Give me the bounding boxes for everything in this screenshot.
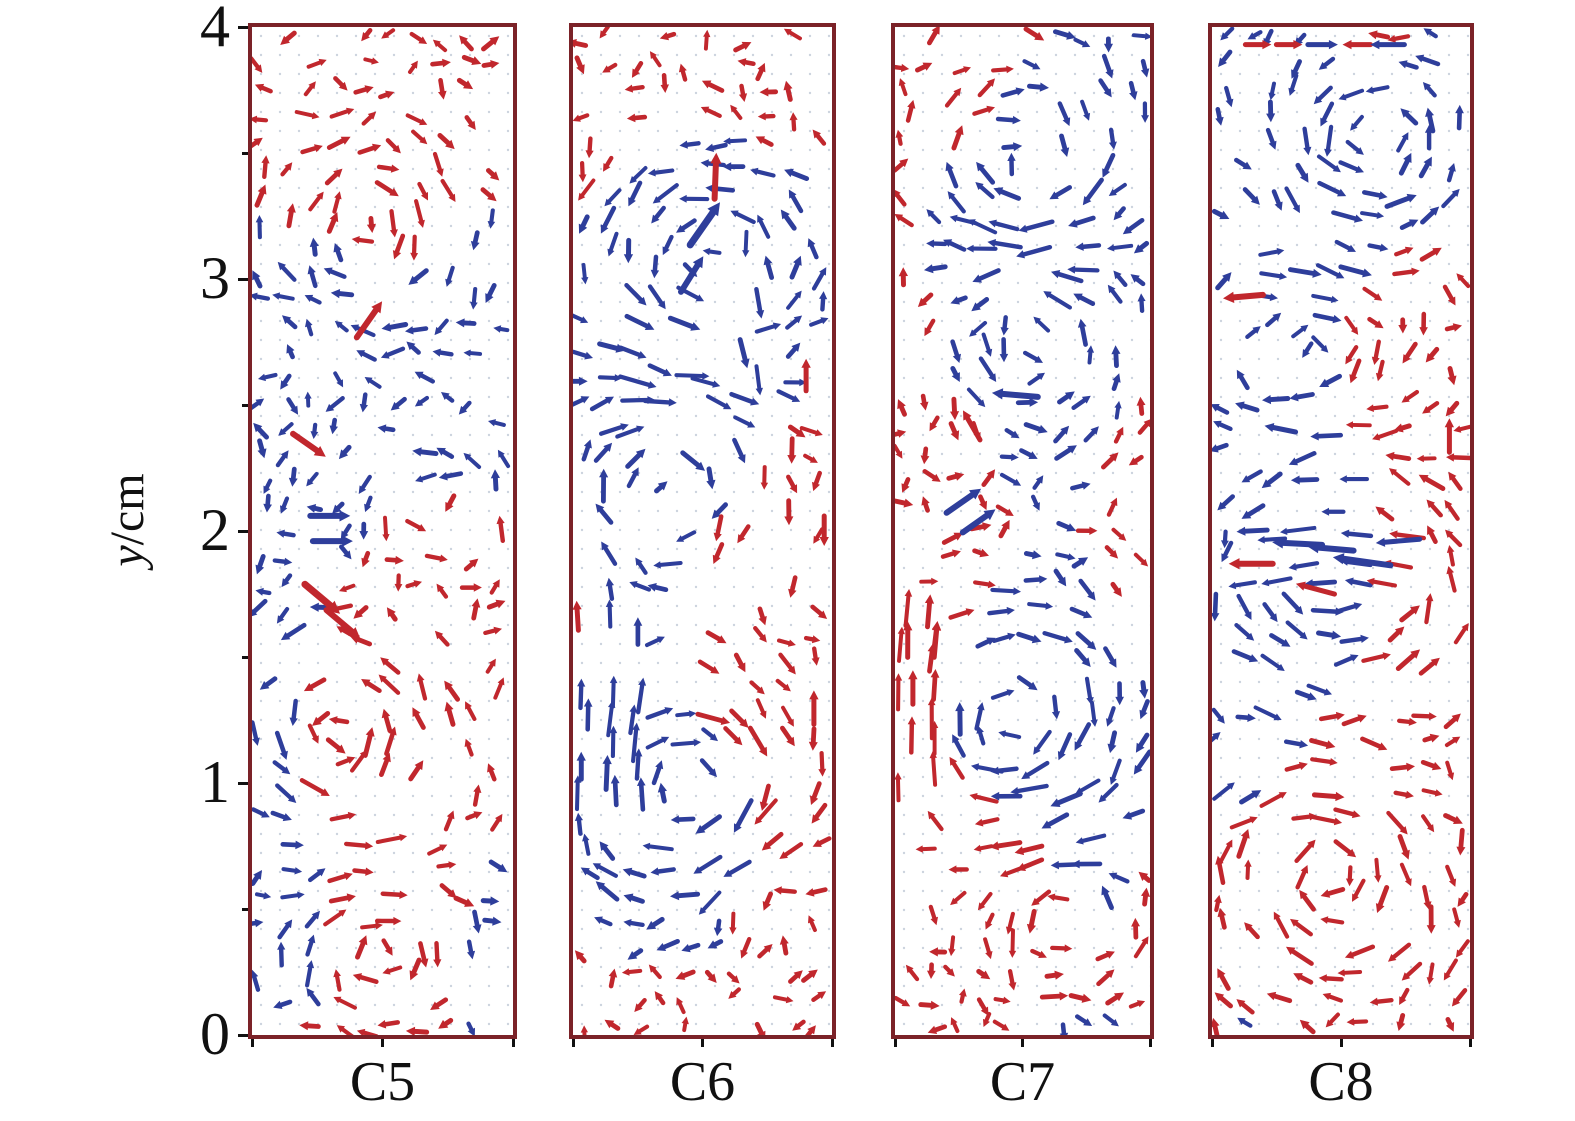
y-axis-major-tick — [238, 277, 248, 281]
x-axis-tick — [1021, 1039, 1024, 1047]
y-tick-label-3: 3 — [200, 245, 230, 311]
x-axis-tick — [381, 1039, 384, 1047]
vector-field-svg-c8 — [1212, 27, 1470, 1035]
quiver-panel-c8 — [1208, 23, 1474, 1039]
x-axis-tick — [1210, 1039, 1214, 1047]
vector-arrows — [895, 27, 1150, 1035]
panel-label-c8: C8 — [1308, 1051, 1374, 1113]
quiver-panel-c6 — [569, 23, 836, 1039]
dot-grid — [252, 27, 513, 1035]
vector-field-svg-c6 — [573, 27, 832, 1035]
y-tick-label-0: 0 — [200, 1001, 230, 1067]
y-axis-minor-tick — [242, 655, 248, 659]
quiver-panel-c7 — [891, 23, 1154, 1039]
x-axis-tick — [250, 1039, 254, 1047]
panel-label-c6: C6 — [669, 1051, 736, 1113]
panel-label-c5: C5 — [349, 1051, 416, 1113]
dot-grid — [573, 27, 832, 1035]
y-axis-major-tick — [238, 781, 248, 785]
x-axis-tick — [893, 1039, 897, 1047]
y-axis-variable: y — [101, 545, 154, 567]
y-axis-unit: /cm — [101, 473, 154, 546]
vector-field-svg-c7 — [895, 27, 1150, 1035]
y-tick-label-1: 1 — [200, 749, 230, 815]
y-axis-minor-tick — [242, 403, 248, 407]
x-axis-tick — [701, 1039, 704, 1047]
vector-arrows — [252, 27, 511, 1035]
x-axis-tick — [1339, 1039, 1343, 1047]
x-axis-tick — [571, 1039, 575, 1047]
y-tick-label-2: 2 — [200, 497, 230, 563]
y-axis-major-tick — [238, 25, 248, 29]
vector-field-svg-c5 — [252, 27, 513, 1035]
x-axis-tick — [511, 1039, 515, 1047]
y-axis-minor-tick — [242, 151, 248, 155]
dot-grid — [895, 27, 1150, 1035]
y-axis-major-tick — [238, 1033, 248, 1037]
vector-arrows — [573, 27, 832, 1035]
quiver-panel-c5 — [248, 23, 517, 1039]
y-axis-minor-tick — [242, 907, 248, 911]
x-axis-tick — [1468, 1039, 1472, 1047]
y-axis-major-tick — [238, 529, 248, 533]
y-axis-title: y/cm — [99, 410, 157, 630]
vector-arrows — [1212, 27, 1470, 1035]
y-tick-label-4: 4 — [200, 0, 230, 59]
panel-label-c7: C7 — [989, 1051, 1056, 1113]
x-axis-tick — [1148, 1039, 1152, 1047]
x-axis-tick — [830, 1039, 834, 1047]
